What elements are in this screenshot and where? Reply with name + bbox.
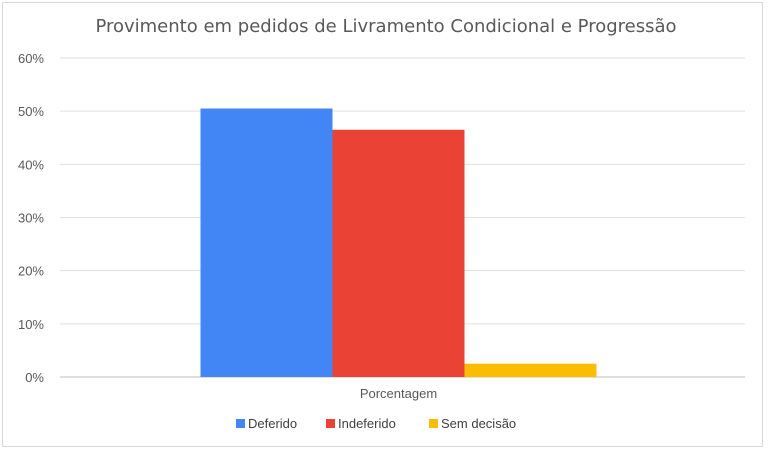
y-tick-label: 60% [18, 51, 44, 66]
y-tick-label: 50% [18, 104, 44, 119]
bar-sem-decisão [464, 363, 597, 377]
legend-swatch [236, 419, 245, 428]
y-tick-label: 40% [18, 157, 44, 172]
legend-label: Sem decisão [441, 416, 516, 431]
legend-swatch [429, 419, 438, 428]
bar-indeferido [332, 129, 465, 377]
y-tick-label: 30% [18, 211, 44, 226]
legend-swatch [326, 419, 335, 428]
bars [200, 108, 597, 377]
legend: Deferido Indeferido Sem decisão [236, 416, 516, 431]
bar-deferido [200, 108, 333, 377]
y-tick-label: 10% [18, 317, 44, 332]
legend-label: Indeferido [338, 416, 396, 431]
y-tick-label: 20% [18, 264, 44, 279]
y-tick-label: 0% [25, 370, 44, 385]
x-axis-categories: Porcentagem [360, 386, 437, 401]
chart-title: Provimento em pedidos de Livramento Cond… [95, 16, 676, 37]
x-category-label: Porcentagem [360, 386, 437, 401]
legend-label: Deferido [248, 416, 297, 431]
y-axis-ticks: 0% 10% 20% 30% 40% 50% 60% [18, 51, 44, 385]
